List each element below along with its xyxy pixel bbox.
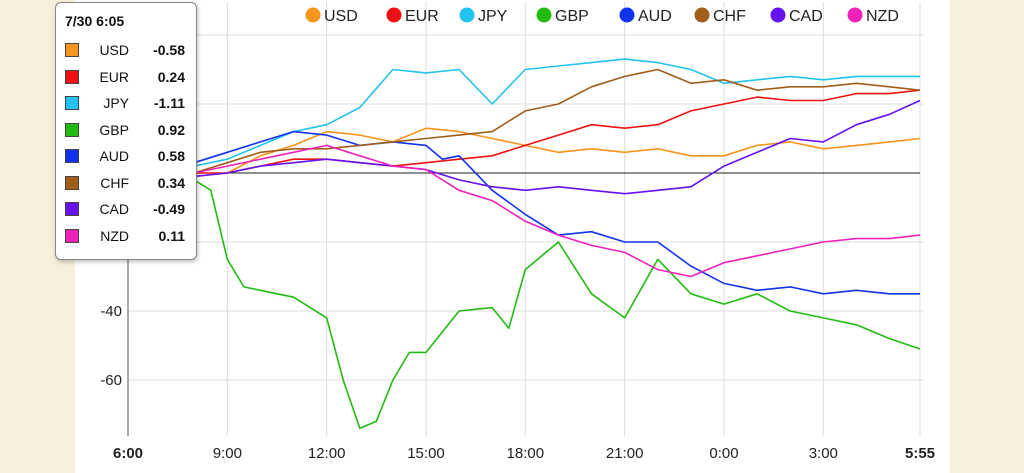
- hover-tooltip: 7/30 6:05 USD -0.58 EUR 0.24 JPY -1.11 GBP 0.92…: [55, 2, 197, 260]
- legend-marker: [536, 7, 552, 23]
- legend-marker: [619, 7, 635, 23]
- legend-label: EUR: [405, 8, 439, 25]
- tooltip-row: EUR 0.24: [65, 68, 195, 88]
- series-line-aud: [127, 130, 920, 295]
- tooltip-swatch: [65, 43, 79, 57]
- legend-item-gbp[interactable]: GBP: [536, 7, 589, 26]
- tooltip-value: 0.34: [157, 174, 185, 191]
- tooltip-row: NZD 0.11: [65, 227, 195, 247]
- series-line-nzd: [127, 144, 921, 278]
- tooltip-row: USD -0.58: [65, 41, 195, 61]
- tooltip-currency: CHF: [100, 174, 129, 191]
- tooltip-swatch: [65, 122, 79, 137]
- tooltip-currency: USD: [99, 42, 129, 58]
- tooltip-swatch: [65, 202, 79, 216]
- tooltip-swatch: [65, 175, 79, 190]
- legend-marker: [386, 7, 402, 23]
- tooltip-value: 0.92: [157, 121, 185, 138]
- legend-marker: [694, 7, 710, 23]
- tooltip-row: CHF 0.34: [65, 174, 195, 194]
- legend-marker: [459, 7, 475, 23]
- legend-label: USD: [324, 8, 358, 25]
- tooltip-value: 0.58: [157, 148, 185, 164]
- tooltip-swatch: [65, 149, 79, 163]
- tooltip-title: 7/30 6:05: [65, 13, 125, 29]
- tooltip-currency: AUD: [99, 148, 129, 164]
- x-tick-label: 3:00: [809, 445, 838, 462]
- legend-label: CAD: [789, 8, 823, 25]
- legend-label: NZD: [866, 8, 899, 25]
- x-tick-label: 21:00: [606, 445, 644, 462]
- tooltip-currency: EUR: [99, 68, 129, 85]
- legend-label: CHF: [713, 8, 746, 25]
- tooltip-row: CAD -0.49: [65, 200, 195, 220]
- legend-label: AUD: [638, 8, 672, 25]
- tooltip-swatch: [65, 96, 79, 110]
- tooltip-value: -1.11: [153, 95, 185, 111]
- tooltip-currency: GBP: [99, 121, 129, 138]
- y-tick-label: -60: [100, 372, 122, 389]
- tooltip-currency: NZD: [100, 227, 129, 244]
- tooltip-value: -0.58: [153, 42, 185, 58]
- x-axis: 6:00 9:00 12:00 15:00 18:00 21:00 0:00 3:00 5:55: [113, 445, 935, 462]
- series-lines: [127, 58, 921, 430]
- legend-item-eur[interactable]: EUR: [386, 7, 439, 26]
- tooltip-value: 0.24: [157, 68, 185, 85]
- legend-label: JPY: [478, 8, 508, 25]
- tooltip-swatch: [65, 69, 79, 84]
- y-tick-label: -40: [100, 303, 122, 320]
- x-tick-label: 9:00: [213, 445, 242, 462]
- tooltip-currency: CAD: [99, 201, 129, 217]
- tooltip-row: GBP 0.92: [65, 121, 195, 141]
- series-line-jpy: [127, 58, 920, 205]
- legend-item-jpy[interactable]: JPY: [459, 7, 508, 26]
- tooltip-row: AUD 0.58: [65, 147, 195, 167]
- chart-panel: [75, 0, 950, 473]
- legend-label: GBP: [555, 8, 589, 25]
- series-line-gbp: [127, 158, 921, 430]
- legend-item-nzd[interactable]: NZD: [847, 7, 899, 26]
- tooltip-currency: JPY: [103, 95, 129, 111]
- series-line-cad: [127, 99, 921, 195]
- x-tick-label: 18:00: [507, 445, 545, 462]
- grid: [127, 2, 924, 436]
- x-tick-label: 0:00: [709, 445, 738, 462]
- x-tick-label: 6:00: [113, 445, 143, 462]
- tooltip-value: -0.49: [153, 201, 185, 217]
- legend-marker: [847, 7, 863, 23]
- x-tick-label: 15:00: [407, 445, 445, 462]
- tooltip-value: 0.11: [158, 227, 185, 244]
- legend-item-cad[interactable]: CAD: [770, 7, 823, 26]
- legend-marker: [770, 7, 786, 23]
- legend-marker: [305, 7, 321, 23]
- legend-item-chf[interactable]: CHF: [694, 7, 747, 26]
- tooltip-swatch: [65, 228, 79, 243]
- x-tick-label: 12:00: [308, 445, 346, 462]
- legend-item-aud[interactable]: AUD: [619, 7, 672, 26]
- series-line-chf: [127, 68, 921, 178]
- x-tick-label: 5:55: [905, 445, 935, 462]
- tooltip-row: JPY -1.11: [65, 94, 195, 114]
- legend-item-usd[interactable]: USD: [305, 7, 358, 26]
- legend[interactable]: USD EUR JPY GBP AUD CHF CAD NZD: [305, 7, 899, 26]
